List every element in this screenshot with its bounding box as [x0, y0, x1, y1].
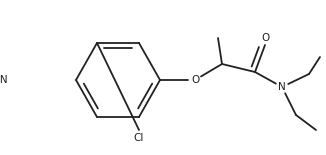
Text: H₂N: H₂N — [0, 75, 8, 85]
Text: N: N — [278, 82, 286, 92]
Text: O: O — [261, 33, 269, 43]
Text: O: O — [191, 75, 199, 85]
Text: Cl: Cl — [134, 133, 144, 143]
